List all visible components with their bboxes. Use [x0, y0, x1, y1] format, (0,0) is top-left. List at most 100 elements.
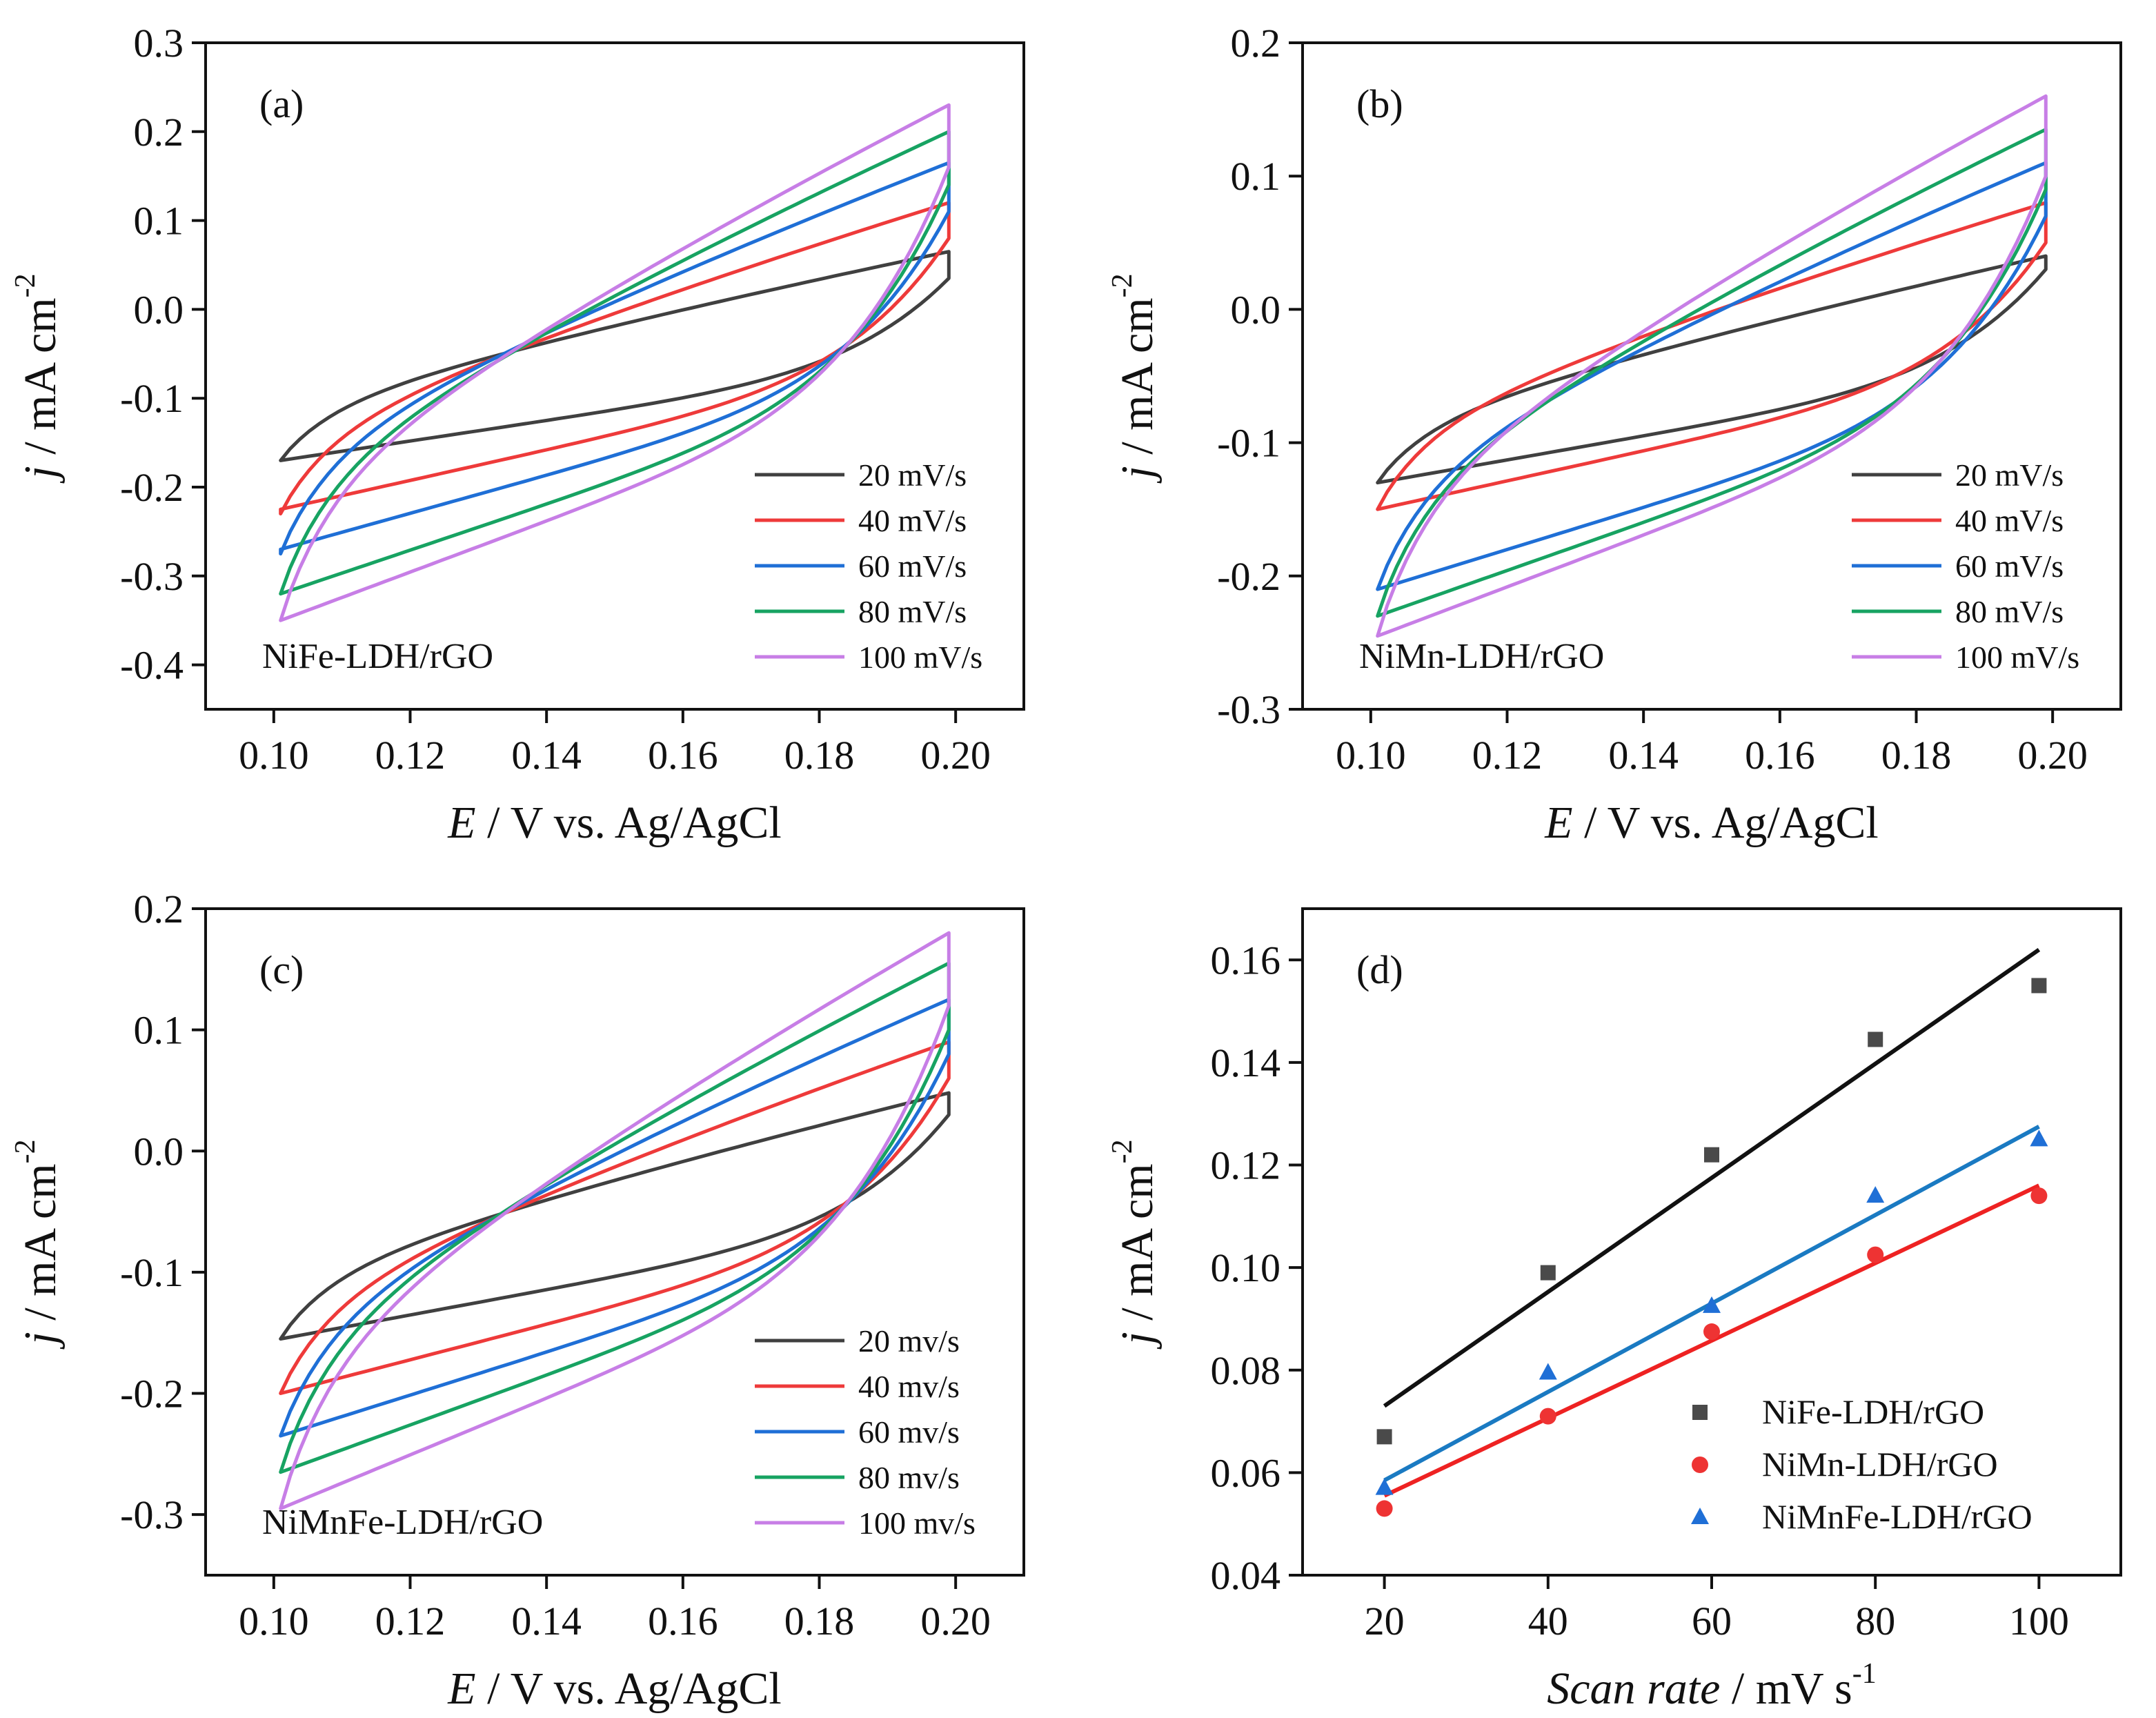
y-tick-label: 0.0 — [134, 287, 184, 332]
data-point-circle — [2030, 1187, 2048, 1205]
x-tick-label: 0.10 — [1336, 733, 1406, 778]
x-tick-label: 0.14 — [511, 1599, 582, 1643]
legend-label: 80 mV/s — [1955, 594, 2064, 629]
y-tick-label: -0.4 — [120, 643, 184, 688]
cv-loop-100 — [1376, 94, 2048, 638]
cv-loop-40 — [1376, 201, 2048, 511]
legend-label: 40 mv/s — [858, 1369, 960, 1404]
data-point-circle — [1692, 1457, 1708, 1473]
x-axis-title-text: / mV s — [1720, 1663, 1852, 1714]
x-axis-title-text: / V vs. Ag/AgCl — [476, 1663, 782, 1714]
cv-loop-100 — [279, 103, 951, 622]
y-tick-label: 0.2 — [134, 887, 184, 931]
x-tick-label: 40 — [1528, 1599, 1568, 1643]
series-group — [1376, 94, 2048, 638]
cv-loop-60 — [279, 161, 951, 556]
sample-label: NiFe-LDH/rGO — [262, 637, 493, 676]
panel-c-axes: 0.10 0.12 0.14 0.16 0.18 0.20 -0.3 -0.2 -0.1 0.0 0… — [10, 887, 1025, 1714]
y-tick-label: 0.1 — [134, 199, 184, 244]
x-axis-title-symbol: E — [447, 798, 475, 848]
y-tick-label: -0.2 — [120, 465, 184, 510]
x-tick-label: 0.16 — [648, 733, 718, 778]
y-tick-label: 0.12 — [1211, 1143, 1281, 1188]
x-tick-label: 0.14 — [511, 733, 582, 778]
data-point-triangle — [1691, 1508, 1709, 1524]
legend-label: 60 mV/s — [858, 549, 967, 584]
fit-line-1 — [1383, 1183, 2040, 1498]
y-tick-label: -0.1 — [120, 1250, 184, 1295]
x-tick-label: 20 — [1365, 1599, 1405, 1643]
x-tick-label: 0.18 — [784, 1599, 855, 1643]
x-tick-label: 0.20 — [920, 733, 991, 778]
panel-d-plot: NiFe-LDH/rGO NiMn-LDH/rGO NiMnFe-LDH/rGO — [1375, 947, 2048, 1536]
y-tick-label: -0.3 — [120, 554, 184, 599]
panel-label: (b) — [1356, 81, 1403, 126]
y-axis-title: j / mA cm-2 — [10, 273, 66, 484]
legend-label: 40 mV/s — [1955, 503, 2064, 538]
panel-a-axes: 0.10 0.12 0.14 0.16 0.18 0.20 -0.4 -0.3 -0.2 -0.1… — [10, 21, 1025, 848]
x-axis-title-text: / V vs. Ag/AgCl — [1573, 798, 1879, 848]
legend-label: 60 mv/s — [858, 1414, 960, 1450]
legend-label: 100 mV/s — [858, 640, 982, 675]
x-tick-label: 0.12 — [375, 1599, 446, 1643]
panel-d-axes: 20 40 60 80 100 0.04 0.06 0.08 0.10 0.12 0.14 0.16 S… — [1107, 907, 2122, 1714]
x-axis-title-symbol: E — [447, 1663, 475, 1714]
data-point-square — [1540, 1265, 1556, 1281]
y-tick-label: 0.0 — [134, 1129, 184, 1174]
y-axis-title: j / mA cm-2 — [1107, 273, 1163, 484]
y-axis-title: j / mA cm-2 — [1107, 1139, 1163, 1350]
x-tick-label: 0.10 — [239, 1599, 309, 1643]
y-axis-title-sup: -2 — [10, 1139, 41, 1163]
y-axis-title-sup: -2 — [10, 273, 41, 297]
y-axis-title-sup: -2 — [1107, 1139, 1138, 1163]
y-tick-label: 0.0 — [1231, 287, 1281, 332]
y-tick-label: 0.04 — [1211, 1553, 1281, 1598]
legend-label: 80 mV/s — [858, 594, 967, 629]
x-tick-label: 0.12 — [375, 733, 446, 778]
x-tick-label: 0.16 — [1745, 733, 1815, 778]
x-tick-label: 0.18 — [1881, 733, 1952, 778]
y-tick-label: -0.2 — [120, 1372, 184, 1416]
x-axis-title: E / V vs. Ag/AgCl — [447, 1663, 782, 1714]
y-tick-label: -0.3 — [120, 1492, 184, 1537]
x-axis-title-symbol: E — [1544, 798, 1572, 848]
y-tick-label: -0.3 — [1217, 687, 1280, 732]
y-tick-label: 0.1 — [134, 1008, 184, 1053]
data-point-circle — [1703, 1323, 1720, 1341]
legend-label: 80 mv/s — [858, 1460, 960, 1495]
y-tick-label: 0.10 — [1211, 1245, 1281, 1290]
legend-label: 100 mv/s — [858, 1505, 976, 1541]
panel-label: (c) — [259, 947, 304, 992]
series-group — [279, 103, 951, 622]
y-tick-label: 0.2 — [134, 110, 184, 155]
x-axis-title-text: / V vs. Ag/AgCl — [476, 798, 782, 848]
legend-label: NiMnFe-LDH/rGO — [1762, 1497, 2033, 1536]
data-point-square — [1376, 1429, 1392, 1445]
data-point-circle — [1867, 1246, 1884, 1263]
data-point-square — [1704, 1147, 1719, 1163]
cv-loop-100 — [279, 931, 951, 1510]
legend-label: 20 mV/s — [1955, 457, 2064, 493]
panel-b-axes: 0.10 0.12 0.14 0.16 0.18 0.20 -0.3 -0.2 -0.1 0.0 0… — [1107, 21, 2122, 848]
x-tick-label: 0.20 — [920, 1599, 991, 1643]
y-axis-title-text: / mA cm — [1112, 297, 1163, 466]
sample-label: NiMnFe-LDH/rGO — [262, 1503, 543, 1542]
y-tick-label: -0.1 — [120, 376, 184, 421]
data-point-triangle — [1703, 1296, 1721, 1313]
y-axis-title-text: / mA cm — [15, 1163, 66, 1332]
x-axis-title-symbol: Scan rate — [1547, 1663, 1720, 1714]
y-axis-title-sup: -2 — [1107, 273, 1138, 297]
data-point-circle — [1539, 1408, 1556, 1425]
fit-line-0 — [1383, 947, 2041, 1408]
x-tick-label: 80 — [1855, 1599, 1895, 1643]
legend-label: NiFe-LDH/rGO — [1762, 1392, 1984, 1431]
x-tick-label: 0.14 — [1608, 733, 1679, 778]
data-point-triangle — [2030, 1129, 2048, 1147]
x-axis-title: E / V vs. Ag/AgCl — [447, 798, 782, 848]
x-axis-title: E / V vs. Ag/AgCl — [1544, 798, 1879, 848]
data-point-square — [1692, 1405, 1708, 1420]
y-tick-label: 0.1 — [1231, 154, 1281, 199]
x-tick-label: 0.12 — [1472, 733, 1543, 778]
data-point-circle — [1376, 1500, 1393, 1517]
